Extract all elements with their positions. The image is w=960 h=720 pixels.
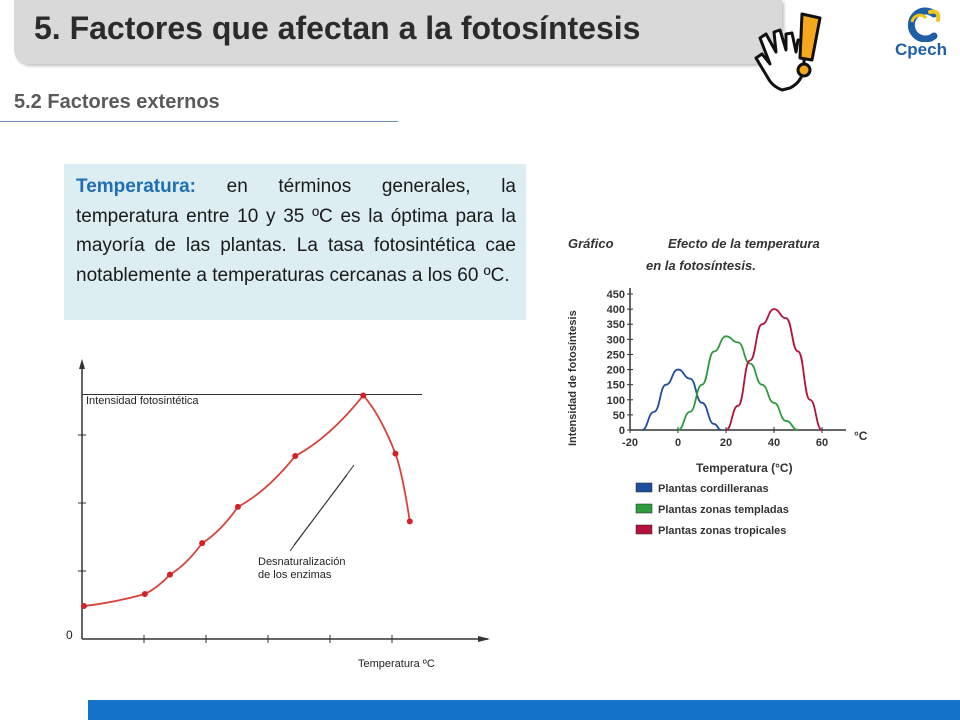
temperature-effect-chart: Gráfico Efecto de la temperatura en la fo… bbox=[567, 236, 868, 537]
left-chart-origin-label: 0 bbox=[66, 628, 73, 642]
annotation-text-line: de los enzimas bbox=[258, 569, 332, 581]
right-chart-title-left: Gráfico bbox=[568, 236, 614, 251]
right-y-tick-label: 250 bbox=[607, 349, 625, 361]
right-chart-x-unit: °C bbox=[854, 429, 868, 443]
right-title-line: Efecto de la temperatura bbox=[668, 236, 820, 251]
left-data-point bbox=[81, 603, 87, 610]
right-y-tick-label: 0 bbox=[619, 425, 625, 437]
right-x-tick-label: -20 bbox=[622, 437, 638, 449]
legend-swatch bbox=[635, 524, 653, 535]
right-x-tick-label: 60 bbox=[816, 437, 828, 449]
title-bar: 5. Factores que afectan a la fotosíntesi… bbox=[14, 0, 782, 64]
right-x-tick-label: 40 bbox=[768, 437, 780, 449]
legend-label: Plantas cordilleranas bbox=[658, 483, 769, 495]
right-series-line bbox=[641, 368, 722, 431]
right-y-tick-label: 450 bbox=[607, 289, 625, 301]
photosynthesis-intensity-chart: Intensidad fotosintética Temperatura ºC … bbox=[66, 359, 490, 670]
right-y-tick-label: 200 bbox=[607, 365, 625, 377]
left-data-point bbox=[141, 590, 148, 597]
right-x-tick-label: 20 bbox=[720, 437, 732, 449]
temperature-textbox: Temperatura: en términos generales, la t… bbox=[64, 164, 526, 320]
legend-label: Plantas zonas templadas bbox=[658, 504, 789, 516]
left-data-point bbox=[234, 503, 241, 510]
cpech-logo-mark-icon bbox=[907, 7, 941, 43]
left-chart-series bbox=[81, 392, 413, 610]
left-chart-xlabel: Temperatura ºC bbox=[358, 658, 435, 670]
right-y-tick-label: 350 bbox=[607, 319, 625, 331]
right-series-line bbox=[677, 335, 799, 431]
left-data-point bbox=[166, 571, 173, 578]
right-x-tick-label: 0 bbox=[675, 437, 681, 449]
left-data-point bbox=[406, 518, 413, 525]
right-y-tick-label: 300 bbox=[607, 334, 625, 346]
left-curve bbox=[83, 394, 411, 607]
right-chart-xlabel: Temperatura (°C) bbox=[696, 461, 793, 475]
left-y-arrow bbox=[79, 359, 85, 369]
legend-swatch bbox=[635, 503, 653, 514]
left-data-point bbox=[392, 450, 399, 457]
legend-label: Plantas zonas tropicales bbox=[658, 525, 786, 537]
left-chart-ylabel: Intensidad fotosintética bbox=[86, 395, 199, 407]
page-title: 5. Factores que afectan a la fotosíntesi… bbox=[34, 10, 641, 46]
textbox-term: Temperatura: bbox=[76, 176, 197, 197]
left-data-point bbox=[199, 540, 206, 547]
annotation-text-line: Desnaturalización bbox=[258, 556, 345, 568]
right-chart-ylabel: Intensidad de fotosíntesis bbox=[567, 310, 579, 446]
right-chart-legend: Plantas cordilleranas Plantas zonas templ… bbox=[635, 482, 789, 537]
left-data-point bbox=[292, 453, 299, 460]
right-y-tick-label: 400 bbox=[607, 304, 625, 316]
cpech-logo: Cpech bbox=[886, 6, 956, 66]
legend-swatch bbox=[635, 482, 653, 493]
right-y-tick-label: 50 bbox=[613, 410, 625, 422]
hand-pointer-exclamation-icon bbox=[754, 12, 822, 92]
textbox-body: en términos generales, la temperatura en… bbox=[76, 176, 516, 286]
left-x-arrow bbox=[478, 636, 490, 642]
right-chart-series bbox=[641, 308, 823, 431]
right-chart-title: Efecto de la temperatura en la fotosíntes… bbox=[646, 236, 820, 273]
section-subtitle: 5.2 Factores externos bbox=[14, 91, 220, 113]
left-data-point bbox=[360, 392, 367, 399]
annotation-pointer-line bbox=[293, 474, 348, 546]
bottom-bar bbox=[88, 700, 960, 720]
right-title-line: en la fotosíntesis. bbox=[646, 258, 756, 273]
subtitle-divider bbox=[0, 121, 398, 122]
right-series-line bbox=[725, 308, 823, 431]
logo-text: Cpech bbox=[895, 40, 947, 59]
right-y-tick-label: 150 bbox=[607, 380, 625, 392]
right-y-tick-label: 100 bbox=[607, 395, 625, 407]
